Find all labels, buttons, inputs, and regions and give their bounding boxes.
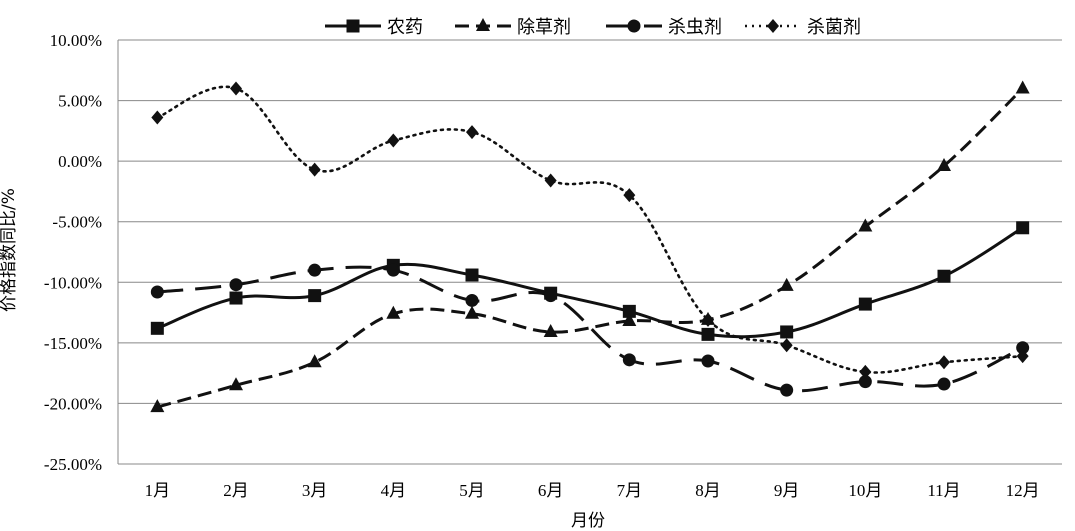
series-3: [150, 263, 1030, 397]
y-axis-ticks: 10.00% 5.00% 0.00% -5.00% -10.00% -15.00% -20.…: [44, 31, 102, 474]
y-tick-label: 5.00%: [58, 92, 102, 111]
x-tick-label: 3月: [302, 481, 328, 500]
x-axis-ticks: 1月 2月 3月 4月 5月 6月 7月 8月 9月 10月 11月 12月: [145, 481, 1040, 500]
data-point: [229, 278, 243, 292]
data-point: [466, 125, 478, 140]
legend-label: 农药: [387, 17, 423, 38]
data-point: [701, 327, 715, 341]
data-point: [858, 297, 872, 311]
y-tick-label: -10.00%: [44, 273, 102, 292]
grid-lines: [117, 39, 1062, 465]
data-point: [308, 162, 321, 177]
data-point: [465, 293, 479, 307]
data-point: [1016, 341, 1030, 355]
data-point: [858, 375, 872, 389]
data-point: [858, 218, 873, 232]
series-layer: [150, 80, 1030, 413]
y-tick-label: 0.00%: [58, 152, 102, 171]
y-tick-label: -15.00%: [44, 334, 102, 353]
legend-item: 杀虫剂: [606, 17, 722, 38]
x-tick-label: 11月: [927, 481, 960, 500]
legend-marker: [627, 19, 641, 33]
y-tick-label: -25.00%: [44, 455, 102, 474]
legend-label: 杀菌剂: [807, 17, 861, 38]
legend-label: 除草剂: [517, 17, 571, 38]
legend-marker: [476, 18, 490, 31]
data-point: [308, 263, 322, 277]
data-point: [937, 269, 951, 283]
x-tick-label: 1月: [145, 481, 171, 500]
data-point: [150, 321, 164, 335]
x-tick-label: 9月: [774, 481, 800, 500]
data-point: [150, 399, 165, 413]
y-axis-label: 价格指数同比/%: [0, 188, 19, 312]
data-point: [701, 354, 715, 368]
legend-item: 农药: [325, 17, 423, 38]
data-point: [1015, 80, 1030, 94]
data-point: [780, 338, 793, 353]
data-point: [544, 173, 557, 188]
x-tick-label: 4月: [381, 481, 407, 500]
x-tick-label: 7月: [617, 481, 643, 500]
data-point: [938, 355, 950, 370]
data-point: [307, 354, 322, 368]
series-4: [151, 81, 1029, 379]
series-1: [150, 221, 1030, 341]
data-point: [465, 305, 479, 319]
data-point: [780, 383, 794, 397]
x-tick-label: 2月: [223, 481, 249, 500]
data-point: [1016, 221, 1030, 235]
data-point: [622, 353, 636, 367]
x-tick-label: 6月: [538, 481, 564, 500]
data-point: [622, 304, 636, 318]
data-point: [386, 263, 400, 277]
x-tick-label: 10月: [848, 481, 882, 500]
data-point: [387, 133, 400, 148]
x-tick-label: 5月: [459, 481, 485, 500]
data-point: [543, 323, 558, 337]
data-point: [702, 312, 714, 327]
legend: 农药 除草剂 杀虫剂 杀菌剂: [325, 17, 861, 38]
data-point: [544, 289, 558, 303]
data-point: [308, 289, 322, 303]
data-point: [151, 110, 164, 125]
data-point: [780, 325, 794, 339]
data-point: [859, 364, 872, 379]
data-point: [465, 268, 479, 282]
legend-marker: [767, 19, 779, 33]
data-point: [1016, 349, 1029, 364]
data-point: [623, 188, 636, 203]
series-line: [156, 87, 1024, 409]
data-point: [937, 157, 951, 171]
x-tick-label: 8月: [695, 481, 721, 500]
data-point: [779, 277, 794, 291]
legend-item: 杀菌剂: [745, 17, 861, 38]
series-2: [150, 80, 1030, 413]
legend-marker: [346, 19, 360, 33]
data-point: [229, 291, 243, 305]
legend-label: 杀虫剂: [668, 17, 722, 38]
data-point: [230, 81, 242, 96]
data-point: [150, 285, 164, 299]
x-tick-label: 12月: [1006, 481, 1040, 500]
x-axis-label: 月份: [571, 511, 605, 530]
y-tick-label: -20.00%: [44, 394, 102, 413]
data-point: [622, 313, 637, 327]
data-point: [229, 377, 243, 391]
series-line: [156, 85, 1024, 374]
y-tick-label: 10.00%: [50, 31, 102, 50]
data-point: [386, 305, 401, 319]
y-tick-label: -5.00%: [52, 213, 102, 232]
legend-item: 除草剂: [455, 17, 571, 38]
series-line: [156, 226, 1024, 339]
data-point: [937, 377, 951, 391]
